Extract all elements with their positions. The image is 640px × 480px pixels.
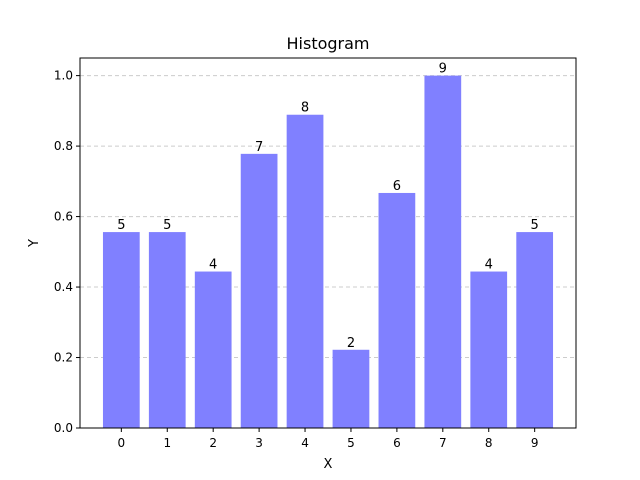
bar [102,232,140,428]
bar [516,232,554,428]
bar [194,271,232,428]
x-axis-label: X [324,457,333,472]
y-tick-label: 0.2 [54,351,73,365]
bar [332,349,370,428]
bar [286,114,324,428]
y-tick-label: 0.6 [54,210,73,224]
bar-value-label: 2 [347,336,355,351]
bar-value-label: 4 [209,258,217,273]
y-tick-label: 1.0 [54,69,73,83]
x-tick-label: 9 [531,436,539,450]
bar [378,192,416,428]
bar-value-label: 8 [301,101,309,116]
chart-title: Histogram [287,34,370,53]
bar-value-label: 5 [531,218,539,233]
x-tick-label: 7 [439,436,447,450]
bar-value-label: 4 [485,258,493,273]
bar-value-label: 5 [163,218,171,233]
y-tick-label: 0.0 [54,421,73,435]
bar-value-label: 9 [439,62,447,77]
y-axis-label: Y [27,239,42,248]
plot-area-frame [79,57,577,429]
bar [424,75,462,428]
x-tick-label: 8 [485,436,493,450]
bar [470,271,508,428]
bar-value-label: 7 [255,140,263,155]
x-tick-label: 3 [255,436,263,450]
bar [240,153,278,428]
y-tick-label: 0.4 [54,280,73,294]
bar [148,232,186,428]
bar-labels: 5 5 4 7 8 2 6 9 4 5 [117,62,539,351]
x-tick-label: 2 [209,436,217,450]
bar-value-label: 6 [393,179,401,194]
y-axis-ticks: 0.0 0.2 0.4 0.6 0.8 1.0 [54,69,80,435]
x-tick-label: 0 [118,436,126,450]
bar-value-label: 5 [117,218,125,233]
x-axis-ticks: 0 1 2 3 4 5 6 7 8 9 [118,428,539,450]
x-tick-label: 4 [301,436,309,450]
x-tick-label: 5 [347,436,355,450]
x-tick-label: 6 [393,436,401,450]
y-tick-label: 0.8 [54,139,73,153]
x-tick-label: 1 [163,436,171,450]
bars [102,75,554,428]
